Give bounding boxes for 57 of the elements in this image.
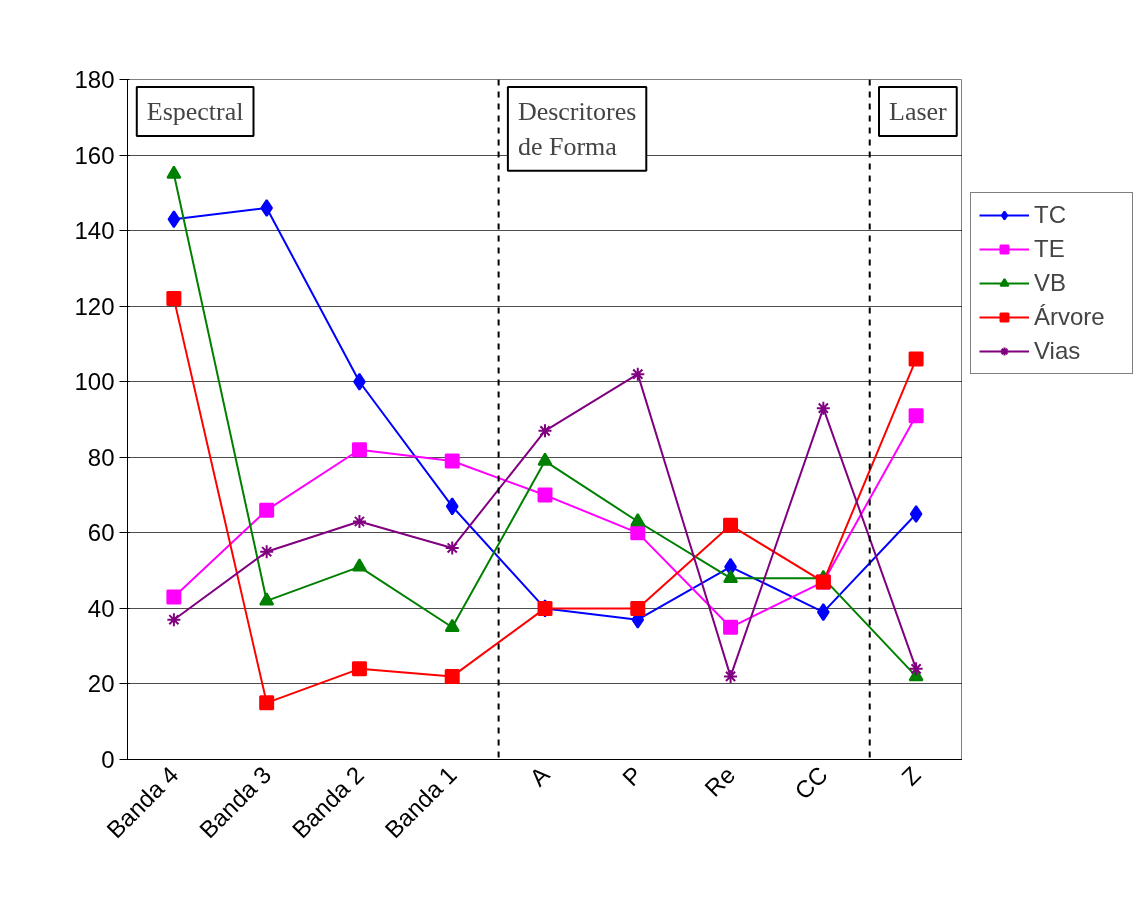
point xyxy=(537,487,553,503)
point xyxy=(444,453,460,469)
point xyxy=(166,589,182,605)
point xyxy=(444,668,460,684)
point xyxy=(351,442,367,458)
point xyxy=(908,408,924,424)
point xyxy=(630,366,646,382)
y-tick-label: 160 xyxy=(74,141,115,169)
legend-label: VB xyxy=(1034,269,1067,297)
point xyxy=(723,517,739,533)
point xyxy=(723,569,739,583)
point xyxy=(445,497,459,516)
y-tick-label: 100 xyxy=(74,368,115,396)
point xyxy=(630,512,646,527)
annotation: Espectral xyxy=(146,97,244,127)
y-tick-label: 20 xyxy=(87,670,115,698)
y-tick-label: 60 xyxy=(87,519,115,547)
point xyxy=(444,540,460,556)
point xyxy=(630,600,646,616)
point xyxy=(537,423,553,439)
y-tick-label: 0 xyxy=(101,746,115,773)
x-tick-label: CC xyxy=(789,760,833,805)
point xyxy=(351,661,367,677)
legend-label: Árvore xyxy=(1034,303,1106,331)
point xyxy=(723,668,739,684)
point xyxy=(909,504,923,523)
y-tick-label: 180 xyxy=(74,66,115,93)
point xyxy=(166,612,182,628)
y-tick-label: 80 xyxy=(87,443,115,471)
point xyxy=(537,452,553,466)
annotation: Laser xyxy=(889,97,948,127)
annotation: Descritores de Forma xyxy=(517,97,637,161)
point xyxy=(259,544,275,560)
point xyxy=(630,525,646,541)
x-tick-label: Z xyxy=(896,760,926,791)
legend-label: Vias xyxy=(1034,337,1082,365)
legend-label: TE xyxy=(1034,235,1066,263)
point xyxy=(259,592,275,606)
legend-label: TC xyxy=(1034,201,1067,229)
y-tick-label: 140 xyxy=(74,217,115,245)
y-tick-label: 40 xyxy=(87,594,115,622)
point xyxy=(815,400,831,416)
point xyxy=(908,661,924,677)
x-tick-label: P xyxy=(616,760,648,792)
y-tick-label: 120 xyxy=(74,292,115,320)
point xyxy=(723,619,739,635)
point xyxy=(166,291,182,307)
point xyxy=(167,210,181,229)
x-tick-label: Re xyxy=(699,760,741,802)
point xyxy=(351,514,367,529)
point xyxy=(351,558,367,572)
point xyxy=(259,502,275,518)
point xyxy=(908,351,924,367)
point xyxy=(444,618,460,633)
x-tick-label: A xyxy=(524,760,555,792)
point xyxy=(166,165,182,179)
point xyxy=(259,695,275,711)
